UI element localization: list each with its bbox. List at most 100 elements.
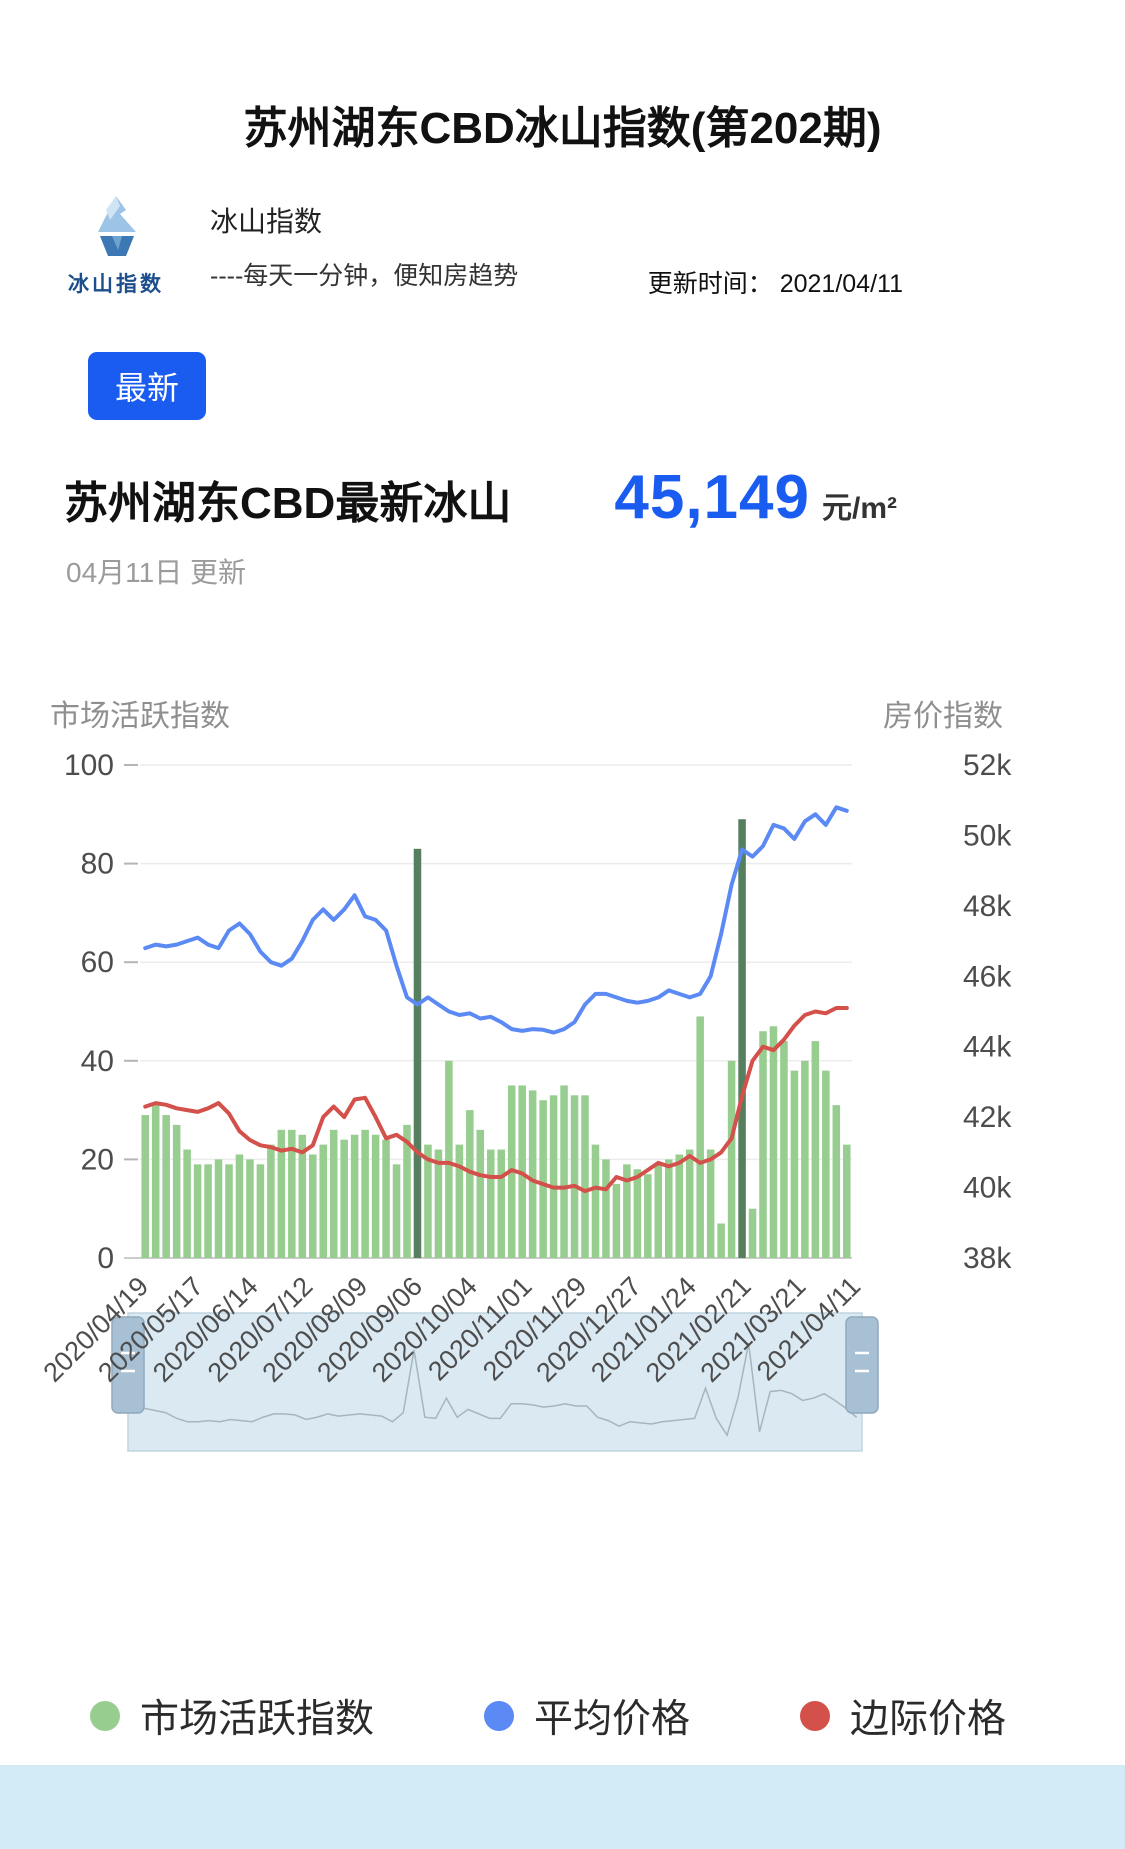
activity-bar [832, 1105, 841, 1258]
activity-bar [822, 1070, 830, 1258]
marginal-price-line [143, 1006, 849, 1194]
page-title: 苏州湖东CBD冰山指数(第202期) [243, 104, 882, 153]
price-unit: 元/m² [822, 492, 897, 525]
left-axis-title: 市场活跃指数 [50, 700, 230, 733]
activity-bar [466, 1110, 474, 1258]
activity-bar [455, 1144, 464, 1258]
activity-bar [654, 1164, 663, 1258]
logo-label: 冰山指数 [68, 273, 164, 296]
activity-bar [549, 1095, 558, 1258]
chart[interactable]: 0 20 40 60 80 100 38k 40k 42k 44k 46k 48k 50k 52k 2020… [0, 743, 1125, 1463]
legend-item-activity[interactable]: 市场活跃指数 [90, 1688, 374, 1744]
right-axis-tick-label: 44k [963, 1031, 1012, 1064]
activity-bar [309, 1154, 317, 1258]
datazoom-handle-right[interactable] [845, 1316, 879, 1414]
activity-bar [319, 1144, 328, 1258]
legend-dot-average-price-icon [484, 1701, 515, 1731]
brand-info: 冰山指数 ----每天一分钟，便知房趋势 [210, 190, 518, 302]
activity-bar [361, 1129, 369, 1258]
left-axis-tick-label: 80 [81, 848, 114, 881]
legend-item-marginal-price[interactable]: 边际价格 [800, 1688, 1006, 1744]
activity-bar [675, 1154, 684, 1258]
activity-bar [371, 1134, 380, 1258]
activity-bar [382, 1139, 390, 1258]
right-axis-tick-label: 48k [963, 890, 1012, 923]
brand-logo: 冰山指数 [64, 190, 168, 302]
activity-bar [193, 1164, 202, 1258]
activity-bar [591, 1144, 600, 1258]
activity-bar [403, 1124, 411, 1258]
chart-canvas[interactable]: 02040608010038k40k42k44k46k48k50k52k2020… [0, 743, 1125, 1458]
activity-bar [141, 1115, 150, 1258]
activity-bar [685, 1149, 694, 1258]
brand-row: 冰山指数 冰山指数 ----每天一分钟，便知房趋势 更新时间： 2021/04/… [64, 190, 1065, 302]
activity-bar [413, 848, 422, 1258]
activity-bar [298, 1134, 307, 1258]
footer-band [0, 1765, 1125, 1849]
update-time-label: 更新时间： [647, 270, 773, 298]
update-date-note: 04月11日 更新 [66, 557, 246, 588]
update-time: 更新时间： 2021/04/11 [648, 264, 903, 300]
left-axis-tick-label: 0 [97, 1242, 114, 1275]
left-axis-tick-label: 20 [81, 1143, 114, 1176]
activity-bar [769, 1026, 778, 1258]
datazoom-track[interactable] [127, 1312, 863, 1452]
legend-item-average-price[interactable]: 平均价格 [484, 1688, 690, 1744]
activity-bar [497, 1149, 506, 1258]
activity-bar [225, 1164, 233, 1258]
activity-bar [633, 1169, 642, 1258]
left-axis-tick-label: 40 [81, 1045, 114, 1078]
activity-bar [539, 1100, 547, 1258]
activity-bar [392, 1164, 401, 1258]
activity-bar [162, 1115, 170, 1258]
activity-bar [570, 1095, 579, 1258]
legend-label-marginal-price: 边际价格 [850, 1698, 1007, 1741]
activity-bar [350, 1134, 359, 1258]
activity-bar [151, 1105, 160, 1258]
axis-titles: 市场活跃指数 房价指数 [50, 691, 1003, 735]
activity-bar [528, 1090, 537, 1258]
activity-bar [801, 1060, 809, 1258]
activity-bar [267, 1144, 275, 1258]
chart-legend: 市场活跃指数 平均价格 边际价格 [90, 1688, 1125, 1744]
activity-bar [759, 1031, 767, 1258]
headline: 苏州湖东CBD最新冰山 [64, 479, 512, 528]
activity-bar [748, 1208, 757, 1258]
right-axis-tick-label: 46k [963, 960, 1012, 993]
activity-bar [811, 1041, 820, 1258]
activity-bar [235, 1154, 244, 1258]
legend-label-average-price: 平均价格 [534, 1698, 691, 1741]
datazoom-preview [133, 1343, 858, 1437]
activity-bar [214, 1159, 223, 1258]
activity-bar [340, 1139, 348, 1258]
activity-bar [288, 1129, 296, 1258]
activity-bar [623, 1164, 631, 1258]
activity-bar [560, 1085, 568, 1258]
activity-bar [727, 1060, 736, 1258]
activity-bar [738, 819, 746, 1258]
right-axis-tick-label: 42k [963, 1101, 1012, 1134]
left-axis-tick-label: 60 [81, 946, 114, 979]
activity-bar [790, 1070, 799, 1258]
right-axis-tick-label: 40k [963, 1172, 1012, 1205]
datazoom-handle-left[interactable] [111, 1316, 145, 1414]
activity-bar [717, 1223, 725, 1258]
legend-dot-activity-icon [90, 1701, 120, 1731]
activity-bar [612, 1184, 621, 1258]
activity-bar [843, 1144, 851, 1258]
activity-bar [256, 1164, 265, 1258]
activity-bar [706, 1149, 715, 1258]
right-axis-title: 房价指数 [883, 700, 1003, 733]
latest-badge[interactable]: 最新 [88, 352, 207, 420]
legend-dot-marginal-price-icon [800, 1701, 831, 1731]
activity-bar [665, 1159, 673, 1258]
activity-bar [424, 1144, 432, 1258]
activity-bar [183, 1149, 191, 1258]
activity-bar [329, 1129, 338, 1258]
legend-label-activity: 市场活跃指数 [140, 1698, 375, 1741]
price-value: 45,149 [614, 463, 810, 532]
activity-bar [581, 1095, 589, 1258]
activity-bar [246, 1159, 254, 1258]
right-axis-tick-label: 38k [963, 1242, 1012, 1275]
